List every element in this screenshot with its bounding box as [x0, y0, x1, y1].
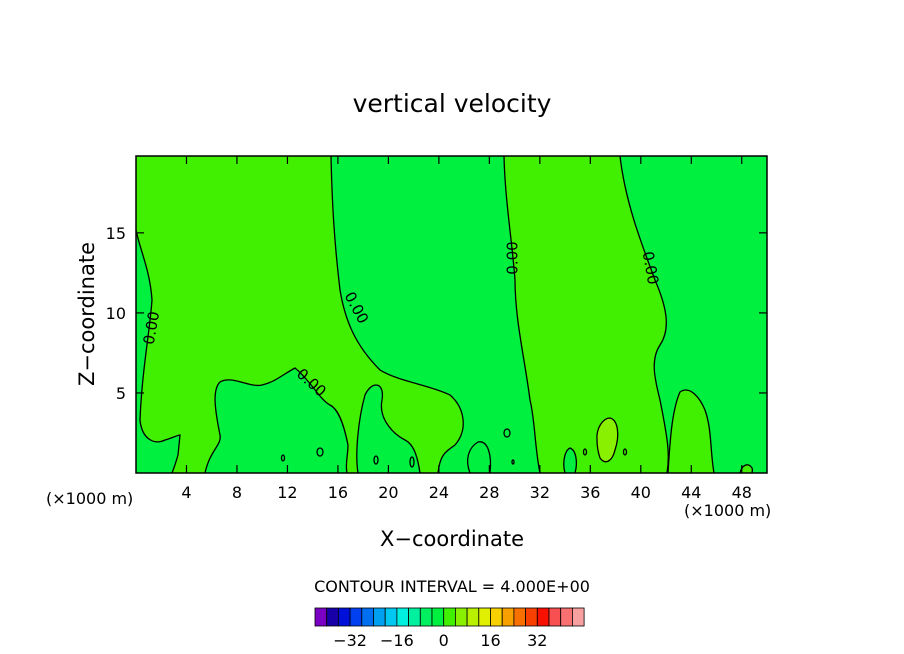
zero-contour-line — [503, 155, 541, 474]
colorbar-swatch — [419, 607, 433, 627]
strong-positive-core — [596, 418, 618, 462]
colorbar-tick-label: −16 — [380, 631, 414, 650]
negative-region-low-left — [205, 368, 348, 473]
negative-region-low-center — [356, 384, 420, 473]
zero-contour-small-cell — [316, 447, 324, 457]
plot-frame — [135, 155, 768, 474]
colorbar-swatch — [548, 607, 562, 627]
colorbar-swatch — [361, 607, 374, 627]
colorbar-tick-label: −32 — [333, 631, 367, 650]
colorbar-swatch — [501, 607, 515, 627]
colorbar-swatch — [431, 607, 445, 627]
x-tick-label: 4 — [181, 483, 191, 502]
zero-contour-small-cell — [373, 455, 379, 465]
zero-contour-line — [356, 384, 421, 474]
colorbar-tick-label: 32 — [527, 631, 547, 650]
positive-region-center — [504, 156, 669, 473]
colorbar-swatch — [525, 607, 538, 627]
zero-contour-line — [330, 155, 464, 474]
contour-interval: CONTOUR INTERVAL = 4.000E+00 — [314, 577, 590, 596]
negative-region-center-low — [563, 448, 577, 473]
positive-region-right — [668, 390, 714, 473]
x-tick-label: 16 — [328, 483, 348, 502]
colorbar-swatch — [513, 607, 527, 627]
x-tick-label: 44 — [681, 483, 701, 502]
zero-contour-line — [619, 155, 669, 474]
colorbar-swatch — [396, 607, 409, 627]
x-tick-label: 12 — [277, 483, 297, 502]
x-tick-label: 48 — [732, 483, 752, 502]
x-unit-left: (×1000 m) — [46, 489, 133, 508]
zero-contour-small-cell — [582, 448, 588, 456]
zero-contour-line — [467, 441, 492, 474]
x-tick-label: 28 — [479, 483, 499, 502]
y-tick-label: 5 — [116, 384, 126, 403]
x-tick-label: 32 — [530, 483, 550, 502]
x-tick-label: 36 — [580, 483, 600, 502]
negative-region-left-edge — [136, 230, 180, 473]
colorbar-swatch — [466, 607, 480, 627]
y-axis-label: Z−coordinate — [75, 242, 99, 386]
zero-contour-line — [135, 229, 181, 474]
x-tick-label: 24 — [429, 483, 449, 502]
colorbar-swatch — [408, 607, 421, 627]
y-axis-ticks: 5 10 15 — [106, 224, 767, 403]
y-tick-label: 10 — [106, 304, 126, 323]
x-tick-label: 20 — [378, 483, 398, 502]
colorbar-swatch — [478, 607, 491, 627]
colorbar-tick-label: 0 — [439, 631, 449, 650]
x-unit-right: (×1000 m) — [684, 501, 771, 520]
chart-title: vertical velocity — [353, 89, 552, 118]
colorbar-swatch — [490, 607, 503, 627]
colorbar-tick-label: 16 — [480, 631, 500, 650]
colorbar-swatch — [443, 607, 456, 627]
colorbar-swatch — [536, 607, 550, 627]
zero-contour-line — [739, 464, 754, 474]
contour-label: 0.00 — [140, 310, 164, 346]
zero-contours — [135, 155, 754, 474]
zero-contour-line — [667, 389, 715, 474]
zero-contour-line — [204, 367, 349, 474]
zero-contour-small-cell — [622, 448, 628, 456]
colorbar-swatch — [314, 607, 328, 627]
colorbar-swatch — [454, 607, 468, 627]
colorbar-swatch — [349, 607, 363, 627]
zero-contour-small-cell — [409, 456, 415, 468]
colorbar-swatch — [560, 607, 573, 627]
zero-contour-small-cell — [280, 454, 286, 462]
x-tick-label: 8 — [232, 483, 242, 502]
negative-region-low-right — [467, 441, 491, 473]
x-axis-ticks: 4 8 12 16 20 24 28 32 36 40 44 48 — [181, 156, 752, 502]
colorbar-swatch — [373, 607, 386, 627]
y-tick-label: 15 — [106, 224, 126, 243]
contour-label: 0.00 — [639, 250, 663, 286]
zero-contour-small-cell — [503, 428, 511, 438]
contour-label: 0.00 — [504, 241, 522, 274]
zero-contour-small-cell — [511, 459, 515, 465]
colorbar-swatch — [326, 607, 339, 627]
colorbar-swatch — [572, 607, 585, 627]
x-axis-label: X−coordinate — [380, 527, 524, 551]
plot-area: 0.000.000.000.00 0.00 4 8 12 16 20 24 28 32 36 40 4… — [106, 155, 768, 502]
x-tick-label: 40 — [631, 483, 651, 502]
colorbar — [314, 607, 585, 627]
zero-contour-line — [563, 447, 577, 474]
colorbar-swatch — [384, 607, 398, 627]
zero-contour-line — [596, 417, 619, 463]
colorbar-swatch — [337, 607, 351, 627]
colorbar-labels: −32 −16 0 16 32 — [333, 631, 547, 650]
